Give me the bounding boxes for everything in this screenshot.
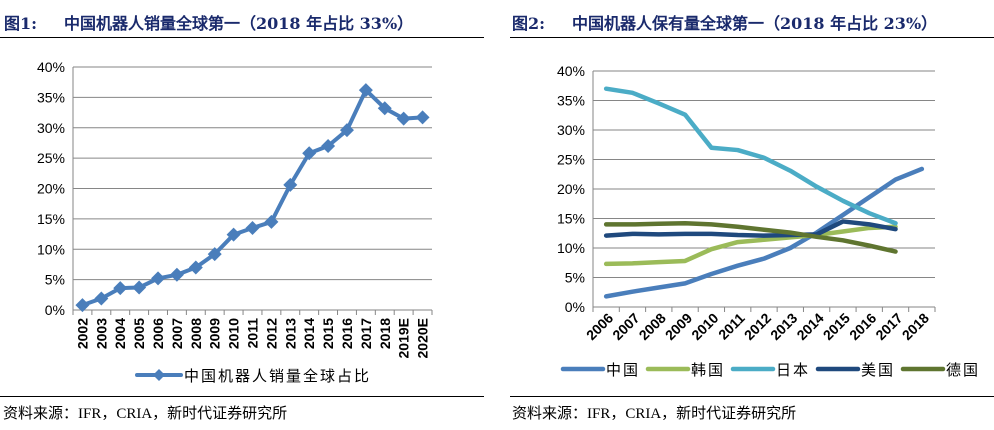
x-tick-label: 2011 bbox=[715, 310, 748, 343]
figure-1-panel: 图1: 中国机器人销量全球第一（2018 年占比 33%） 0% 5% 10% 15% 2… bbox=[0, 10, 484, 422]
x-tick-label: 2006 bbox=[583, 310, 616, 343]
x-tick-label: 2008 bbox=[188, 318, 204, 349]
chart-2-stock-share: 0% 5% 10% 15% 20% 25% 30% 35% 40% 200620072008200… bbox=[557, 63, 980, 379]
data-point-marker bbox=[321, 138, 336, 153]
x-tick-label: 2011 bbox=[245, 318, 261, 349]
series-line-德国 bbox=[603, 220, 898, 254]
x-tick-label: 2016 bbox=[339, 318, 355, 349]
y-tick-label: 15% bbox=[37, 211, 65, 227]
x-tick-label: 2014 bbox=[793, 310, 826, 343]
x-tick-label: 2009 bbox=[662, 310, 695, 343]
x-tick-label: 2013 bbox=[767, 310, 800, 343]
x-tick-label: 2006 bbox=[150, 318, 166, 349]
legend-label: 日本 bbox=[776, 362, 810, 379]
series-line-中国 bbox=[603, 166, 925, 299]
data-point-marker bbox=[113, 281, 128, 296]
legend-label: 德国 bbox=[946, 361, 980, 379]
figure-2-panel: 图2: 中国机器人保有量全球第一（2018 年占比 23%） 0% 5% 10% 15%… bbox=[497, 0, 994, 430]
data-point-marker bbox=[415, 110, 430, 125]
data-point-marker bbox=[132, 280, 147, 295]
data-point-marker bbox=[377, 101, 392, 116]
x-tick-label: 2005 bbox=[131, 318, 147, 349]
figure-2-source: 资料来源：IFR，CRIA，新时代证券研究所 bbox=[512, 406, 797, 422]
x-tick-label: 2012 bbox=[741, 310, 774, 343]
figure-1-label: 图1: bbox=[4, 14, 38, 33]
y-tick-label: 30% bbox=[37, 120, 65, 136]
figure-2-title-text: 中国机器人保有量全球第一（2018 年占比 23%） bbox=[572, 14, 938, 33]
figure-1-title: 图1: 中国机器人销量全球第一（2018 年占比 33%） bbox=[4, 10, 413, 34]
x-tick-label: 2018 bbox=[899, 310, 932, 343]
legend-label: 韩国 bbox=[691, 362, 725, 379]
data-point-marker bbox=[94, 291, 109, 306]
chart-1-sales-share: 0%5%10%15%20%25%30%35%40%2002 2003 2004 200… bbox=[37, 59, 433, 385]
data-point-marker bbox=[169, 267, 184, 282]
data-point-marker bbox=[283, 177, 298, 192]
figure-2-title: 图2: 中国机器人保有量全球第一（2018 年占比 23%） bbox=[512, 10, 937, 34]
figure-1-bottom-rule bbox=[0, 396, 484, 397]
figure-2-bottom-rule bbox=[510, 396, 994, 397]
figure-1-title-text: 中国机器人销量全球第一（2018 年占比 33%） bbox=[64, 14, 414, 33]
x-tick-label: 2013 bbox=[282, 318, 298, 349]
data-point-marker bbox=[188, 260, 203, 275]
legend-label: 中国 bbox=[606, 362, 640, 379]
data-point-marker bbox=[226, 227, 241, 242]
y-tick-label: 0% bbox=[565, 299, 585, 315]
y-tick-label: 10% bbox=[557, 240, 585, 256]
data-point-marker bbox=[358, 83, 373, 98]
x-tick-label: 2010 bbox=[688, 310, 721, 343]
figure-1-source: 资料来源：IFR，CRIA，新时代证券研究所 bbox=[3, 406, 288, 422]
x-tick-label: 2019E bbox=[396, 318, 412, 358]
x-tick-label: 2017 bbox=[872, 310, 905, 343]
series-line-韩国 bbox=[603, 224, 898, 267]
x-tick-label: 2015 bbox=[820, 310, 853, 343]
data-point-marker bbox=[207, 247, 222, 262]
x-tick-label: 2003 bbox=[93, 318, 109, 349]
x-tick-label: 2016 bbox=[846, 310, 879, 343]
data-point-marker bbox=[302, 146, 317, 161]
figure-2-top-rule bbox=[510, 37, 994, 38]
data-point-marker bbox=[339, 123, 354, 138]
y-tick-label: 15% bbox=[557, 211, 585, 227]
x-tick-label: 2008 bbox=[636, 310, 669, 343]
y-tick-label: 25% bbox=[557, 152, 585, 168]
legend-label: 美国 bbox=[861, 362, 895, 379]
legend-label: 中国机器人销量全球占比 bbox=[184, 367, 371, 385]
x-tick-label: 2010 bbox=[226, 318, 242, 349]
x-tick-label: 2012 bbox=[263, 318, 279, 349]
figure-1-top-rule bbox=[0, 37, 484, 38]
series-line-美国 bbox=[603, 219, 898, 238]
y-tick-label: 40% bbox=[557, 63, 585, 79]
x-tick-label: 2020E bbox=[415, 318, 431, 358]
x-tick-label: 2004 bbox=[112, 318, 128, 349]
data-point-marker bbox=[396, 111, 411, 126]
x-tick-label: 2007 bbox=[169, 318, 185, 349]
x-tick-label: 2007 bbox=[609, 310, 642, 343]
y-tick-label: 20% bbox=[557, 181, 585, 197]
y-tick-label: 35% bbox=[37, 89, 65, 105]
series-line-日本 bbox=[603, 86, 898, 226]
y-tick-label: 20% bbox=[37, 181, 65, 197]
y-tick-label: 5% bbox=[45, 272, 65, 288]
series-line-中国机器人销量全球占比 bbox=[80, 88, 425, 308]
y-tick-label: 40% bbox=[37, 59, 65, 75]
x-tick-label: 2015 bbox=[320, 318, 336, 349]
y-tick-label: 30% bbox=[557, 122, 585, 138]
y-tick-label: 35% bbox=[557, 93, 585, 109]
data-point-marker bbox=[264, 214, 279, 229]
legend-marker bbox=[153, 369, 165, 381]
figure-2-label: 图2: bbox=[512, 14, 546, 33]
data-point-marker bbox=[75, 298, 90, 313]
x-tick-label: 2009 bbox=[207, 318, 223, 349]
y-tick-label: 10% bbox=[37, 241, 65, 257]
data-point-marker bbox=[151, 271, 166, 286]
y-tick-label: 5% bbox=[565, 270, 585, 286]
x-tick-label: 2018 bbox=[377, 318, 393, 349]
y-tick-label: 0% bbox=[45, 302, 65, 318]
x-tick-label: 2014 bbox=[301, 318, 317, 349]
x-tick-label: 2002 bbox=[74, 318, 90, 349]
y-tick-label: 25% bbox=[37, 150, 65, 166]
x-tick-label: 2017 bbox=[358, 318, 374, 349]
data-point-marker bbox=[245, 220, 260, 235]
